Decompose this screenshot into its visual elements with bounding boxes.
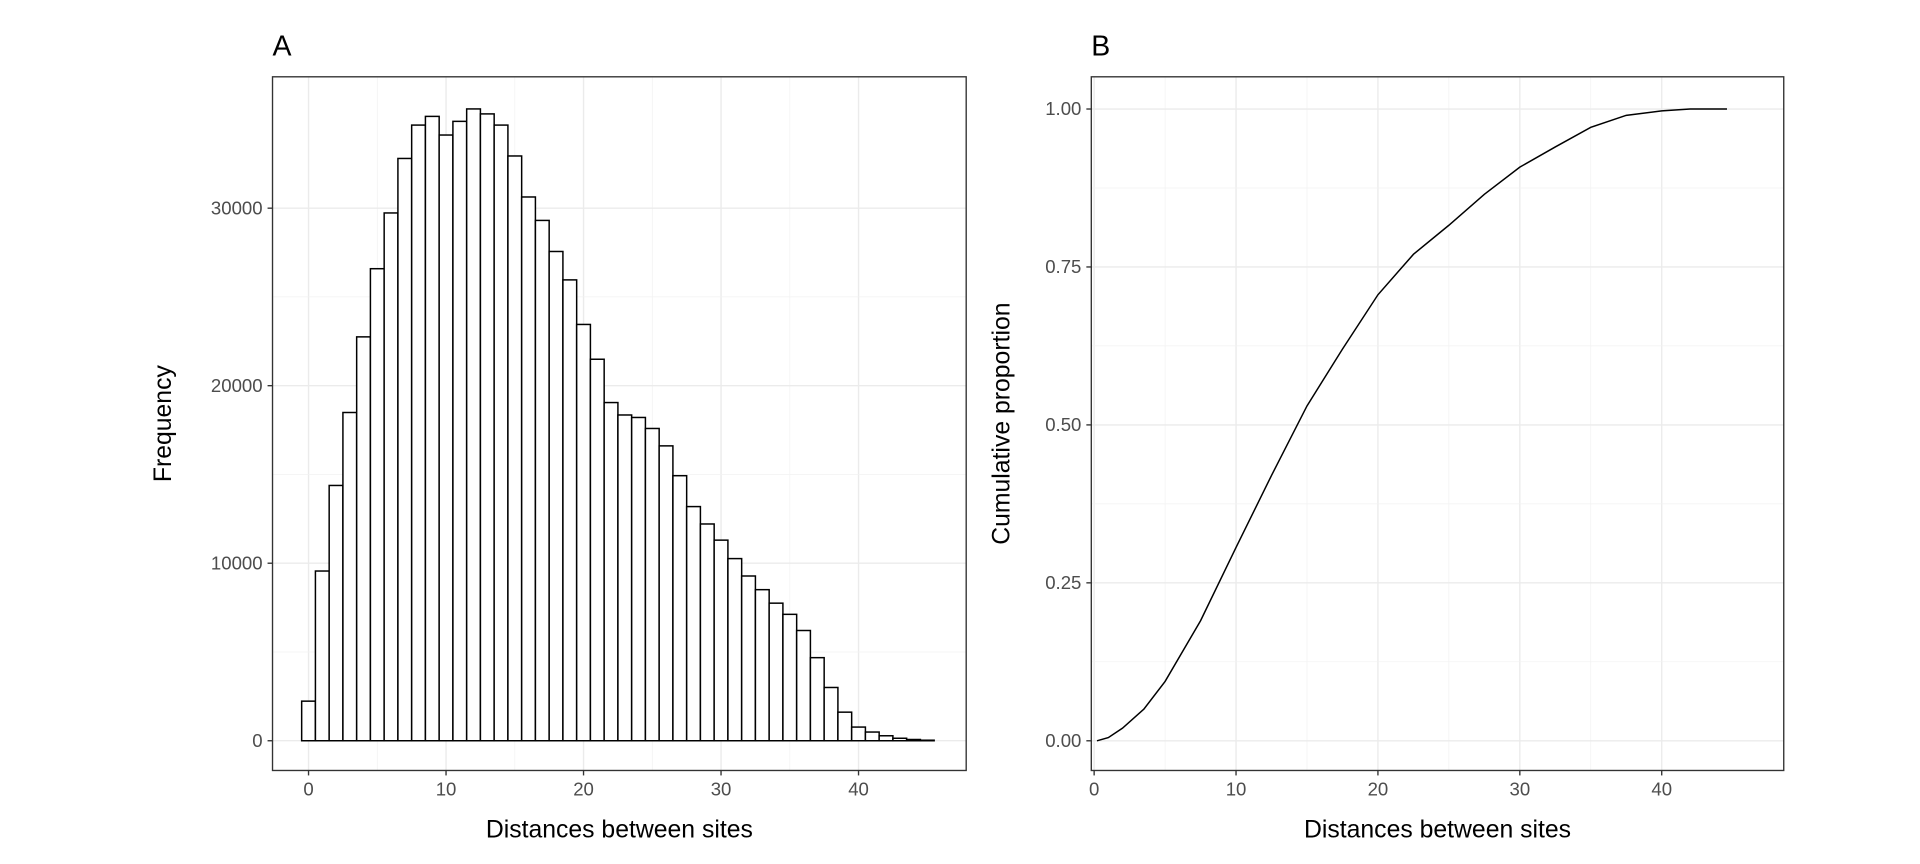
- histogram-bar: [699, 523, 715, 742]
- y-tick-label: 0.25: [1045, 572, 1081, 593]
- histogram-bar: [397, 157, 413, 742]
- x-tick-label: 0: [303, 778, 313, 799]
- x-tick-label: 20: [1368, 778, 1389, 799]
- histogram-bar: [809, 656, 825, 742]
- histogram-bar: [727, 557, 743, 742]
- panel-title: A: [273, 31, 292, 63]
- histogram-bar: [424, 115, 440, 742]
- y-axis-title: Frequency: [150, 365, 177, 483]
- histogram-bar: [479, 113, 495, 742]
- histogram-bar: [630, 416, 647, 742]
- x-tick-label: 30: [711, 778, 732, 799]
- histogram-bar: [837, 711, 853, 742]
- histogram-bar: [754, 588, 770, 742]
- histogram-bar: [713, 539, 729, 742]
- panel-title: B: [1091, 31, 1110, 63]
- panel-background: [1091, 76, 1784, 771]
- y-tick-label: 0.75: [1045, 256, 1081, 277]
- panel-border: [271, 76, 967, 772]
- histogram-bar: [300, 700, 317, 742]
- y-tick-label: 0.50: [1045, 414, 1081, 435]
- histogram-bar: [919, 739, 935, 742]
- histogram-bar: [740, 575, 757, 742]
- histogram-bar: [575, 323, 592, 742]
- histogram-bar: [685, 505, 702, 742]
- histogram-bar: [878, 735, 894, 742]
- x-axis-title: Distances between sites: [486, 816, 753, 843]
- histogram-bar: [355, 336, 372, 742]
- histogram-bar: [520, 196, 537, 742]
- histogram-bar: [314, 570, 330, 742]
- histogram-bar: [644, 427, 660, 742]
- histogram-bar: [328, 484, 344, 742]
- histogram-bar: [369, 267, 385, 742]
- histogram-bar: [493, 124, 509, 742]
- histogram-bar: [658, 445, 674, 742]
- histogram-bar: [617, 414, 633, 742]
- x-axis-title: Distances between sites: [1304, 816, 1571, 843]
- histogram-bar: [507, 155, 523, 742]
- histogram-bar: [589, 358, 605, 742]
- histogram-bar: [383, 212, 399, 742]
- y-tick-label: 0: [252, 730, 262, 751]
- histogram-bar: [342, 411, 358, 742]
- histogram-bar: [603, 401, 619, 742]
- histogram-bar: [905, 738, 922, 742]
- y-tick-label: 20000: [211, 375, 263, 396]
- x-tick-label: 0: [1089, 778, 1099, 799]
- histogram-bar: [672, 474, 688, 742]
- y-axis-title: Cumulative proportion: [989, 302, 1016, 544]
- cumulative-line: [1096, 108, 1727, 742]
- x-tick-label: 40: [1651, 778, 1672, 799]
- histogram-bar: [465, 108, 482, 742]
- x-tick-label: 20: [573, 778, 594, 799]
- histogram-bar: [548, 250, 564, 742]
- y-tick-label: 10000: [211, 552, 263, 573]
- histogram-bar: [768, 602, 784, 742]
- panel-border: [1090, 76, 1785, 772]
- histogram-bar: [534, 219, 550, 742]
- histogram-bar: [438, 134, 454, 742]
- histogram-bar: [782, 613, 798, 742]
- histogram-bar: [410, 124, 427, 742]
- histogram-bar: [892, 737, 908, 742]
- y-tick-label: 0.00: [1045, 730, 1081, 751]
- y-tick-label: 30000: [211, 197, 263, 218]
- histogram-bar: [562, 279, 578, 742]
- histogram-bar: [452, 120, 468, 742]
- histogram-bar: [850, 726, 867, 742]
- x-tick-label: 10: [436, 778, 457, 799]
- histogram-bar: [864, 731, 880, 742]
- y-tick-label: 1.00: [1045, 98, 1081, 119]
- x-tick-label: 40: [848, 778, 869, 799]
- x-tick-label: 10: [1226, 778, 1247, 799]
- x-tick-label: 30: [1509, 778, 1530, 799]
- histogram-bar: [795, 629, 812, 742]
- histogram-bar: [823, 686, 839, 742]
